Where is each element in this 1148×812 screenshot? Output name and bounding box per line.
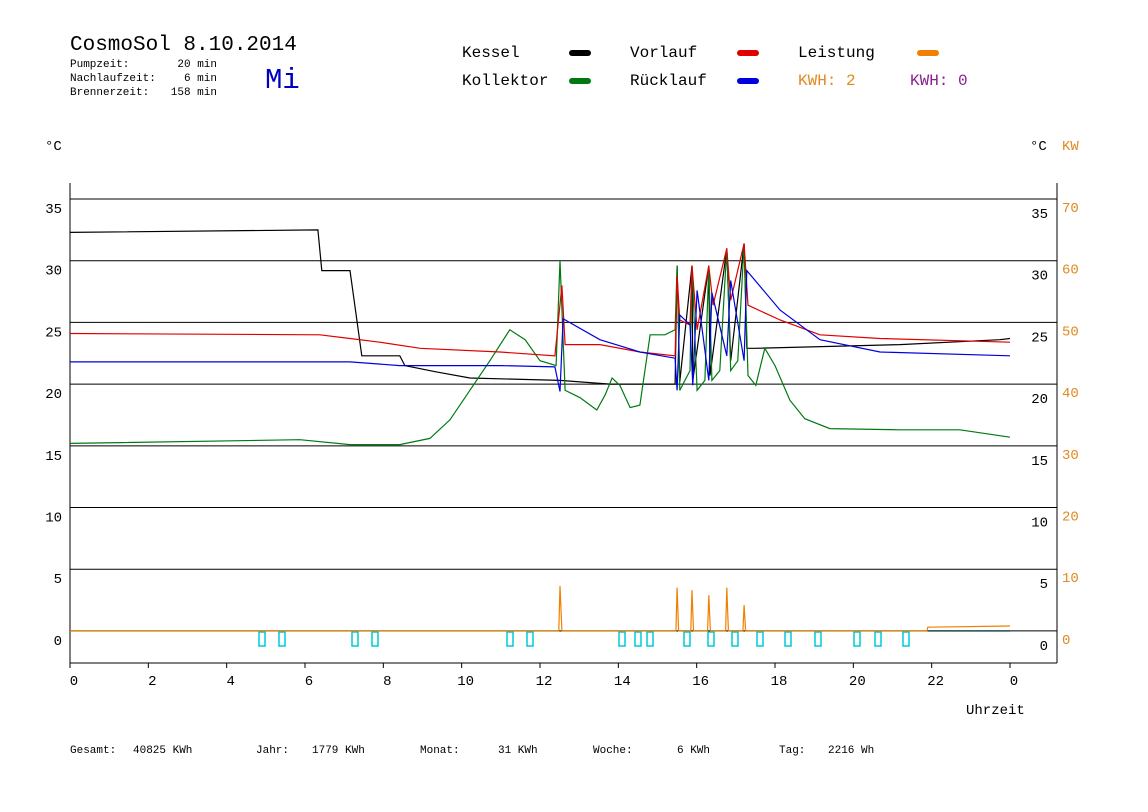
series-line: [70, 585, 1011, 632]
param-value: 20 min: [177, 59, 217, 71]
y-tick-label: 0: [54, 634, 62, 650]
legend-label: Rücklauf: [630, 72, 707, 90]
pump-marker: [814, 631, 822, 647]
y-tick-label: 30: [45, 264, 62, 280]
x-tick-label: 8: [383, 674, 391, 690]
weekday: Mi: [265, 64, 300, 97]
y-tick-label: 35: [45, 202, 62, 218]
param-value: 6 min: [184, 73, 217, 85]
pump-marker: [731, 631, 739, 647]
pump-marker: [874, 631, 882, 647]
y2-tick-label: 40: [1062, 386, 1079, 402]
x-tick-label: 20: [849, 674, 866, 690]
y-axis-label-right: °C: [1030, 139, 1047, 155]
series-line: [69, 243, 1011, 446]
pump-marker: [853, 631, 861, 647]
y-tick-label-right: 15: [1031, 454, 1048, 470]
x-tick-label: 4: [226, 674, 234, 690]
y-tick-label: 25: [45, 325, 62, 341]
y-tick-label: 5: [54, 572, 62, 588]
y-tick-label-right: 5: [1040, 577, 1048, 593]
pump-marker: [784, 631, 792, 647]
total-value: 40825 KWh: [133, 745, 192, 757]
y2-axis-label: KW: [1062, 139, 1079, 155]
chart-title: CosmoSol 8.10.2014: [70, 34, 297, 57]
pump-marker: [258, 631, 266, 647]
total-label: Tag:: [779, 745, 805, 757]
x-tick-label: 0: [70, 674, 78, 690]
pump-marker: [371, 631, 379, 647]
y-tick-label-right: 0: [1040, 639, 1048, 655]
pump-marker: [278, 631, 286, 647]
legend-label: Kessel: [462, 44, 520, 62]
param-label: Nachlaufzeit:: [70, 73, 156, 85]
pump-marker: [526, 631, 534, 647]
y-tick-label-right: 35: [1031, 207, 1048, 223]
y2-tick-label: 60: [1062, 263, 1079, 279]
y-tick-label: 20: [45, 387, 62, 403]
y2-tick-label: 20: [1062, 510, 1079, 526]
pump-marker: [756, 631, 764, 647]
param-label: Pumpzeit:: [70, 59, 129, 71]
pump-marker: [646, 631, 654, 647]
y-tick-label: 15: [45, 449, 62, 465]
x-tick-label: 0: [1010, 674, 1018, 690]
kwh-label: KWH: 0: [910, 72, 968, 90]
x-tick-label: 6: [305, 674, 313, 690]
y-axis-label: °C: [45, 139, 62, 155]
legend-label: Leistung: [798, 44, 875, 62]
param-value: 158 min: [171, 87, 217, 99]
x-tick-label: 12: [536, 674, 553, 690]
pump-marker: [683, 631, 691, 647]
pump-marker: [902, 631, 910, 647]
x-tick-label: 2: [148, 674, 156, 690]
pump-marker: [707, 631, 715, 647]
x-axis-label: Uhrzeit: [966, 703, 1025, 719]
total-label: Gesamt:: [70, 745, 116, 757]
legend-label: Kollektor: [462, 72, 548, 90]
y2-tick-label: 10: [1062, 571, 1079, 587]
y2-tick-label: 50: [1062, 324, 1079, 340]
x-tick-label: 14: [614, 674, 631, 690]
total-label: Monat:: [420, 745, 460, 757]
pump-marker: [506, 631, 514, 647]
total-value: 2216 Wh: [828, 745, 874, 757]
pump-marker: [351, 631, 359, 647]
legend-label: Vorlauf: [630, 44, 697, 62]
y-tick-label: 10: [45, 511, 62, 527]
pump-marker: [634, 631, 642, 647]
y-tick-label-right: 20: [1031, 392, 1048, 408]
y2-tick-label: 0: [1062, 633, 1070, 649]
y-tick-label-right: 30: [1031, 269, 1048, 285]
kwh-label: KWH: 2: [798, 72, 856, 90]
y-tick-label-right: 25: [1031, 330, 1048, 346]
x-tick-label: 22: [927, 674, 944, 690]
total-label: Woche:: [593, 745, 633, 757]
total-label: Jahr:: [256, 745, 289, 757]
param-label: Brennerzeit:: [70, 87, 149, 99]
total-value: 1779 KWh: [312, 745, 365, 757]
y-tick-label-right: 10: [1031, 516, 1048, 532]
x-tick-label: 18: [771, 674, 788, 690]
pump-marker: [618, 631, 626, 647]
y2-tick-label: 70: [1062, 201, 1079, 217]
series-line: [70, 269, 1011, 392]
y2-tick-label: 30: [1062, 448, 1079, 464]
x-tick-label: 10: [457, 674, 474, 690]
x-tick-label: 16: [692, 674, 709, 690]
total-value: 31 KWh: [498, 745, 538, 757]
total-value: 6 KWh: [677, 745, 710, 757]
